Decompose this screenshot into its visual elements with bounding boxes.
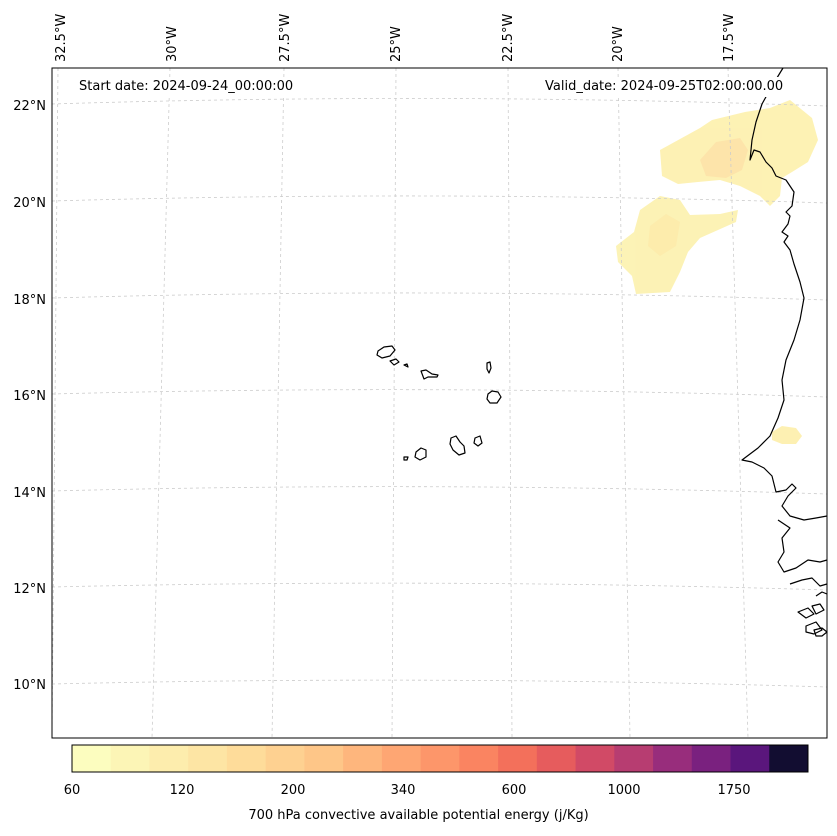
lon-label-32-5: 32.5°W [54, 14, 69, 62]
colorbar-segment [110, 745, 150, 772]
lon-label-22-5: 22.5°W [501, 14, 516, 62]
lon-label-25: 25°W [389, 26, 404, 62]
colorbar-segment [575, 745, 615, 772]
colorbar-segment [536, 745, 577, 772]
colorbar-segment [343, 745, 383, 772]
lon-label-30: 30°W [165, 26, 180, 62]
colorbar-tick-200: 200 [281, 783, 306, 798]
colorbar-segment [265, 745, 305, 772]
longitude-labels: 32.5°W 30°W 27.5°W 25°W 22.5°W 20°W 17.5… [54, 14, 737, 62]
colorbar-segment [188, 745, 228, 772]
colorbar-tick-1750: 1750 [717, 783, 750, 798]
cape-verde-islands [376, 345, 502, 461]
colorbar-segment [498, 745, 538, 772]
colorbar-ticks: 60 120 200 340 600 1000 1750 [64, 783, 751, 798]
colorbar-tick-60: 60 [64, 783, 81, 798]
colorbar-segment [769, 745, 809, 772]
colorbar-tick-600: 600 [502, 783, 527, 798]
colorbar-border [71, 744, 809, 773]
colorbar-segment [420, 745, 460, 772]
lat-label-20: 20°N [13, 196, 46, 211]
lat-label-18: 18°N [13, 293, 46, 308]
west-africa-coastline [741, 67, 828, 637]
lat-label-10: 10°N [13, 678, 46, 693]
colorbar [71, 744, 809, 773]
colorbar-segment [653, 745, 693, 772]
lat-label-12: 12°N [13, 582, 46, 597]
lon-label-27-5: 27.5°W [278, 14, 293, 62]
colorbar-tick-340: 340 [391, 783, 416, 798]
latitude-grid [51, 98, 828, 688]
colorbar-tick-1000: 1000 [607, 783, 640, 798]
valid-date-label: Valid_date: 2024-09-25T02:00:00.00 [539, 77, 790, 97]
colorbar-segment [72, 745, 112, 772]
colorbar-tick-120: 120 [170, 783, 195, 798]
colorbar-segment [304, 745, 344, 772]
latitude-labels: 22°N 20°N 18°N 16°N 14°N 12°N 10°N [13, 99, 46, 693]
colorbar-segment [149, 745, 189, 772]
colorbar-segment [381, 745, 422, 772]
lat-label-16: 16°N [13, 389, 46, 404]
start-date-label: Start date: 2024-09-24_00:00:00 [73, 77, 300, 97]
colorbar-segment [614, 745, 654, 772]
lon-label-20: 20°W [611, 26, 626, 62]
map-frame [51, 67, 828, 739]
lat-label-14: 14°N [13, 486, 46, 501]
lon-label-17-5: 17.5°W [722, 14, 737, 62]
colorbar-segment [459, 745, 499, 772]
colorbar-label: 700 hPa convective available potential e… [248, 808, 589, 823]
colorbar-segment [226, 745, 267, 772]
longitude-grid [51, 67, 749, 739]
colorbar-segment [691, 745, 732, 772]
colorbar-segment [730, 745, 770, 772]
lat-label-22: 22°N [13, 99, 46, 114]
cape-shading [616, 100, 818, 444]
